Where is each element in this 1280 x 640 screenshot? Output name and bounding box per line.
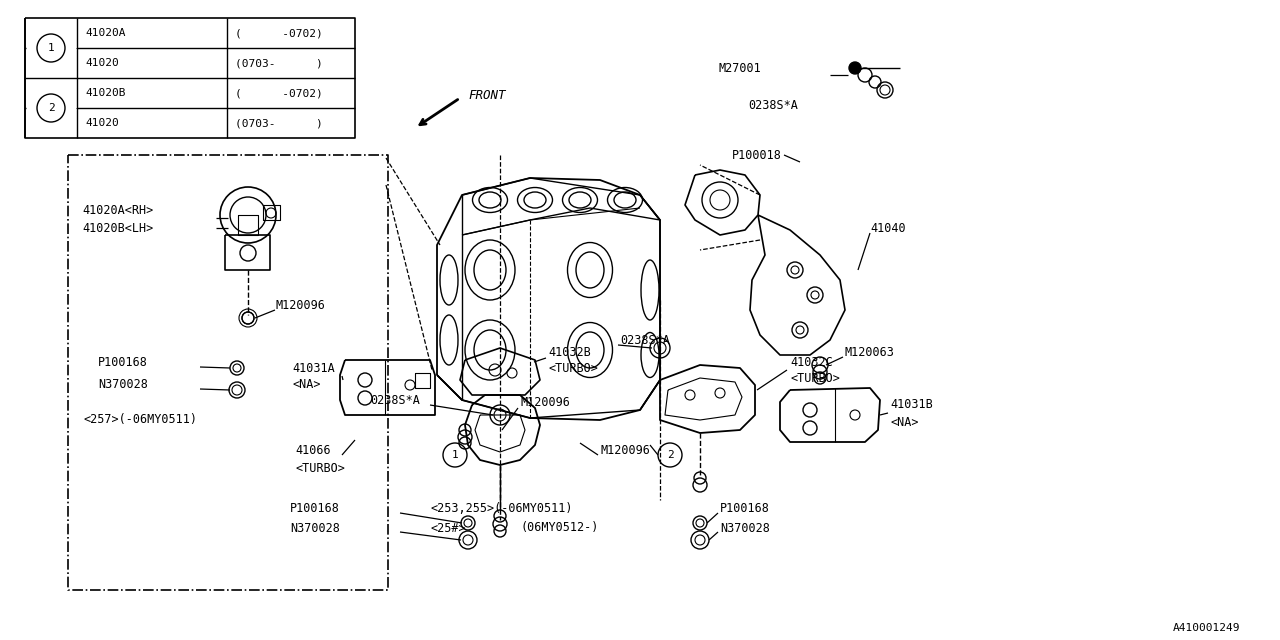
Text: FRONT: FRONT <box>468 88 506 102</box>
Text: P100168: P100168 <box>99 355 148 369</box>
Text: 41066: 41066 <box>294 444 330 456</box>
Text: <NA>: <NA> <box>890 415 919 429</box>
Text: M120096: M120096 <box>520 396 570 408</box>
Text: 41020B<LH>: 41020B<LH> <box>82 221 154 234</box>
Text: 41031B: 41031B <box>890 399 933 412</box>
Text: 41032B: 41032B <box>548 346 591 358</box>
Text: 41020A: 41020A <box>84 28 125 38</box>
Text: N370028: N370028 <box>291 522 340 534</box>
Text: A410001249: A410001249 <box>1172 623 1240 633</box>
Text: M120063: M120063 <box>844 346 893 358</box>
Text: (      -0702): ( -0702) <box>236 28 323 38</box>
Text: <TURBO>: <TURBO> <box>548 362 598 374</box>
Text: <TURBO>: <TURBO> <box>294 461 344 474</box>
Text: P100018: P100018 <box>732 148 782 161</box>
Text: 41020B: 41020B <box>84 88 125 98</box>
Text: 41031A: 41031A <box>292 362 335 374</box>
Text: 41020: 41020 <box>84 58 119 68</box>
Text: N370028: N370028 <box>99 378 148 392</box>
Text: P100168: P100168 <box>721 502 769 515</box>
Circle shape <box>849 62 861 74</box>
Text: 1: 1 <box>452 450 458 460</box>
Text: P100168: P100168 <box>291 502 340 515</box>
Text: 41032C: 41032C <box>790 355 833 369</box>
Text: (06MY0512-): (06MY0512-) <box>520 522 598 534</box>
Text: 0238S*A: 0238S*A <box>748 99 797 111</box>
Text: 41020: 41020 <box>84 118 119 128</box>
Text: N370028: N370028 <box>721 522 769 534</box>
Text: M120096: M120096 <box>275 298 325 312</box>
Text: 0238S*A: 0238S*A <box>370 394 420 406</box>
Text: <257>(-06MY0511): <257>(-06MY0511) <box>83 413 197 426</box>
Text: <25#>: <25#> <box>430 522 466 534</box>
Text: (0703-      ): (0703- ) <box>236 118 323 128</box>
Text: 41020A<RH>: 41020A<RH> <box>82 204 154 216</box>
Text: 1: 1 <box>47 43 54 53</box>
Text: 41040: 41040 <box>870 221 906 234</box>
Text: M27001: M27001 <box>718 61 760 74</box>
Text: 0238S*A: 0238S*A <box>620 333 669 346</box>
Text: <TURBO>: <TURBO> <box>790 371 840 385</box>
Text: <253,255>(-06MY0511): <253,255>(-06MY0511) <box>430 502 572 515</box>
Text: 2: 2 <box>47 103 54 113</box>
Text: 2: 2 <box>667 450 673 460</box>
Text: (      -0702): ( -0702) <box>236 88 323 98</box>
Text: <NA>: <NA> <box>292 378 320 392</box>
Text: M120096: M120096 <box>600 444 650 456</box>
Text: (0703-      ): (0703- ) <box>236 58 323 68</box>
